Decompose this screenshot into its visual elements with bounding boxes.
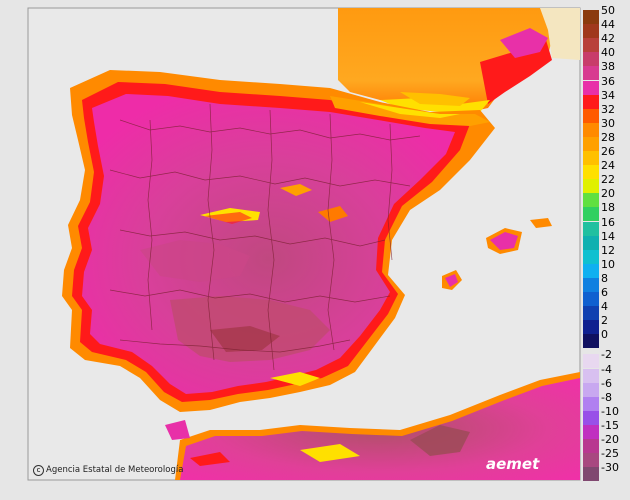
province-borders	[109, 103, 421, 371]
legend-swatch	[583, 207, 599, 222]
legend-label: -30	[601, 461, 619, 475]
legend-swatch	[583, 354, 599, 369]
aemet-logo-text: aemet	[486, 455, 540, 473]
legend-label: 10	[601, 257, 615, 271]
legend-label: 22	[601, 173, 615, 187]
temperature-legend: 50 44 42 40 38 36 34 32 30 28 26 24 22 20 18 16 14 12 10 8 6…	[583, 5, 630, 490]
pyrenees-yellow	[360, 102, 460, 118]
legend-swatch	[583, 108, 599, 123]
legend-label: 18	[601, 201, 615, 215]
north-africa-region	[165, 372, 580, 480]
legend-swatch	[583, 94, 599, 109]
legend-label: 32	[601, 102, 615, 116]
legend-swatch	[583, 396, 599, 411]
legend-label: 6	[601, 286, 608, 299]
legend-label: 36	[601, 74, 615, 88]
legend-label: 4	[601, 300, 608, 314]
legend-swatch	[583, 453, 599, 468]
legend-swatch	[583, 277, 599, 292]
legend-swatch	[583, 263, 599, 278]
legend-label: 14	[601, 229, 615, 243]
legend-label: -2	[601, 348, 612, 362]
agency-name: Agencia Estatal de Meteorología	[46, 465, 184, 475]
legend-swatch	[583, 179, 599, 194]
legend-label: 40	[601, 46, 615, 60]
legend-label: -4	[601, 362, 612, 376]
legend-swatch	[583, 235, 599, 250]
legend-swatch	[583, 424, 599, 439]
legend-swatch	[583, 467, 599, 482]
legend-label: 12	[601, 243, 615, 257]
legend-label: 30	[601, 116, 615, 130]
legend-label: 38	[601, 60, 615, 74]
legend-label: 20	[601, 187, 615, 201]
legend-swatch	[583, 320, 599, 335]
legend-swatch	[583, 66, 599, 81]
legend-swatch	[583, 38, 599, 53]
legend-label: 34	[601, 88, 615, 102]
legend-swatch	[583, 80, 599, 95]
legend-swatch	[583, 24, 599, 39]
legend-swatch	[583, 439, 599, 453]
legend-label: 28	[601, 130, 615, 144]
legend-label: -25	[601, 447, 619, 461]
legend-swatch	[583, 249, 599, 264]
legend-swatch	[583, 136, 599, 151]
legend-swatch	[583, 151, 599, 165]
legend-label: 26	[601, 145, 615, 158]
legend-swatch	[583, 306, 599, 321]
legend-label: 42	[601, 32, 615, 46]
legend-swatch	[583, 292, 599, 306]
legend-swatch	[583, 221, 599, 236]
legend-label: 44	[601, 18, 615, 32]
legend-label: 8	[601, 271, 608, 285]
legend-swatch	[583, 382, 599, 397]
legend-label: -15	[601, 418, 619, 432]
legend-label: 16	[601, 215, 615, 229]
legend-label: 24	[601, 159, 615, 173]
legend-label: 0	[601, 328, 608, 342]
legend-swatch	[583, 368, 599, 383]
legend-swatch	[583, 122, 599, 137]
legend-label: 2	[601, 314, 608, 328]
legend-swatch	[583, 410, 599, 425]
legend-swatch	[583, 10, 599, 24]
legend-swatch	[583, 165, 599, 180]
legend-label: 50	[601, 4, 615, 17]
legend-swatch	[583, 193, 599, 208]
copyright-icon: c	[33, 465, 44, 476]
legend-label: -20	[601, 433, 619, 446]
agency-credit: Agencia Estatal de Meteorología	[46, 465, 183, 475]
legend-swatch	[583, 334, 599, 349]
balearic-islands	[442, 218, 552, 290]
aemet-logo: aemet	[486, 455, 539, 473]
legend-label: -6	[601, 376, 612, 390]
legend-label: -8	[601, 390, 612, 404]
legend-swatch	[583, 52, 599, 67]
iberia-region	[62, 70, 495, 412]
legend-label: -10	[601, 404, 619, 418]
